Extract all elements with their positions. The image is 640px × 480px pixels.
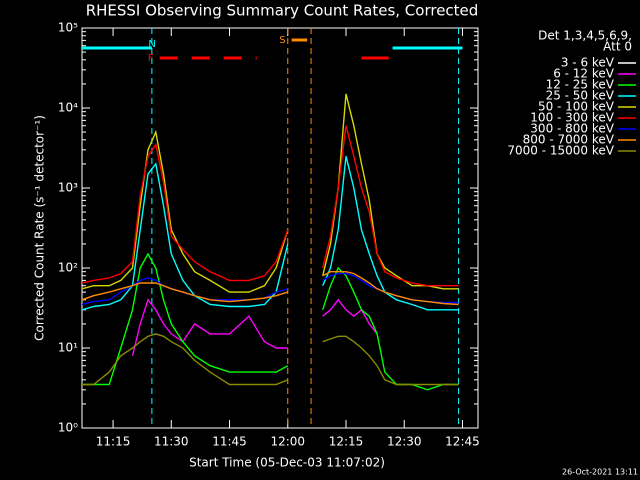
x-tick-label: 12:30 xyxy=(387,435,422,449)
legend-title: Det 1,3,4,5,6,9, xyxy=(538,29,632,43)
legend-label: 50 - 100 keV xyxy=(538,100,615,114)
legend-label: 6 - 12 keV xyxy=(553,67,615,81)
series-line xyxy=(82,93,459,293)
legend-title: Att 0 xyxy=(603,40,632,54)
y-tick-label: 10³ xyxy=(58,181,78,195)
x-tick-label: 12:00 xyxy=(270,435,305,449)
x-tick-label: 12:45 xyxy=(445,435,480,449)
chart-title: RHESSI Observing Summary Count Rates, Co… xyxy=(86,2,479,20)
y-tick-label: 10¹ xyxy=(58,341,78,355)
series-line xyxy=(82,333,459,386)
y-axis-label: Corrected Count Rate (s⁻¹ detector⁻¹) xyxy=(33,115,47,341)
legend-label: 7000 - 15000 keV xyxy=(507,144,614,158)
series-line xyxy=(82,125,459,287)
series-line xyxy=(82,252,459,391)
y-tick-label: 10⁵ xyxy=(58,21,78,35)
legend-label: 12 - 25 keV xyxy=(546,78,615,92)
series-line xyxy=(82,156,459,311)
flag-label: F xyxy=(148,53,154,64)
series-line xyxy=(131,298,378,356)
legend-label: 800 - 7000 keV xyxy=(523,133,615,147)
y-tick-label: 10⁰ xyxy=(58,421,78,435)
x-axis-label: Start Time (05-Dec-03 11:07:02) xyxy=(189,456,385,470)
legend-label: 100 - 300 keV xyxy=(530,111,614,125)
x-tick-label: 11:15 xyxy=(96,435,131,449)
series-line xyxy=(82,271,459,306)
y-tick-label: 10⁴ xyxy=(58,101,78,115)
x-tick-label: 11:45 xyxy=(212,435,247,449)
legend-label: 25 - 50 keV xyxy=(546,89,615,103)
x-tick-label: 12:15 xyxy=(329,435,364,449)
flag-label: N xyxy=(148,39,155,50)
flag-label: S xyxy=(279,35,285,46)
plot-frame xyxy=(81,27,479,429)
x-tick-label: 11:30 xyxy=(154,435,189,449)
legend-label: 300 - 800 keV xyxy=(530,122,614,136)
legend-label: 3 - 6 keV xyxy=(561,56,615,70)
y-tick-label: 10² xyxy=(58,261,78,275)
footer: 26-Oct-2021 13:11 xyxy=(562,468,638,477)
